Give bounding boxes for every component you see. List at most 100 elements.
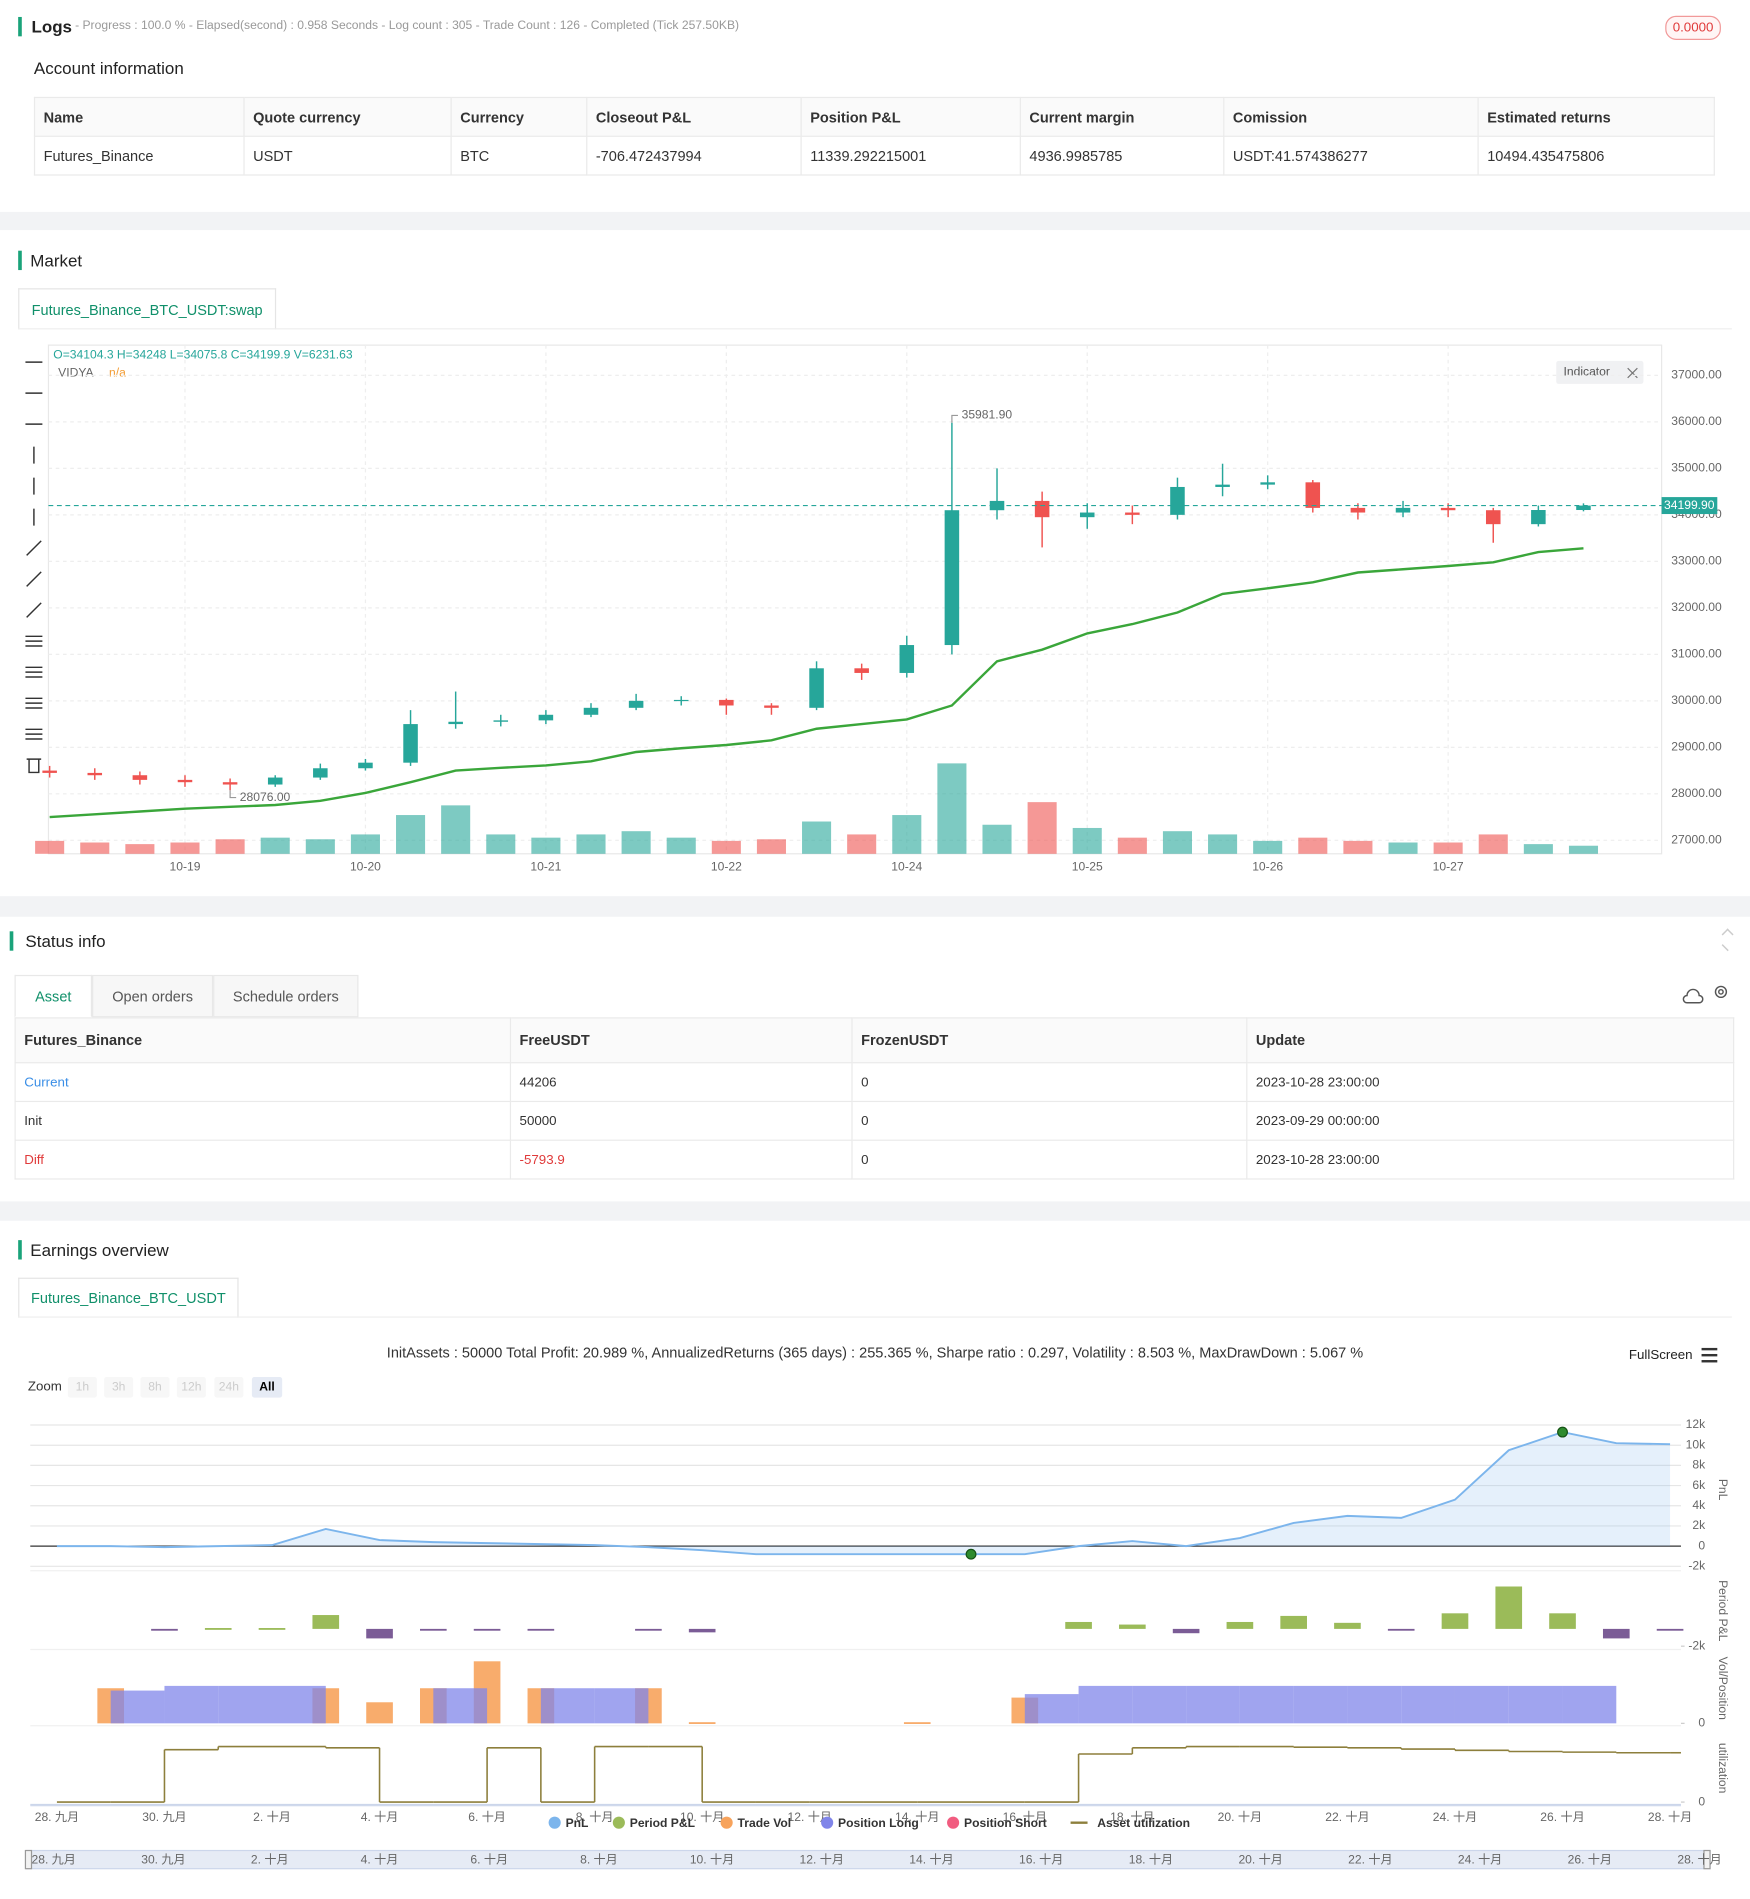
bar xyxy=(903,1722,931,1724)
area-fill xyxy=(56,1432,1671,1555)
navigator-label: 26. 十月 xyxy=(1568,1852,1612,1866)
tool-icon[interactable] xyxy=(25,728,43,740)
y-tick-label: 8k xyxy=(1692,1458,1706,1472)
table-cell: 2023-09-29 00:00:00 xyxy=(1246,1100,1735,1141)
tab-line xyxy=(18,1316,1732,1318)
volume-bar xyxy=(1343,840,1373,854)
tool-icon[interactable] xyxy=(26,540,42,556)
x-tick-label: 10-20 xyxy=(350,859,381,873)
bar xyxy=(1065,1621,1092,1629)
axis-title: Period P&L xyxy=(1716,1580,1730,1642)
zoom-button[interactable]: 1h xyxy=(67,1376,97,1398)
legend-label[interactable]: Period P&L xyxy=(630,1816,696,1830)
bar xyxy=(1387,1628,1415,1631)
axis-title: PnL xyxy=(1716,1479,1730,1501)
menu-icon[interactable] xyxy=(1701,1347,1718,1363)
candle-body xyxy=(628,700,644,708)
x-tick-label: 10-26 xyxy=(1252,859,1283,873)
table-cell: -706.472437994 xyxy=(586,135,802,176)
bar xyxy=(258,1628,286,1630)
legend-label[interactable]: Position Short xyxy=(964,1816,1047,1830)
tool-icon[interactable] xyxy=(25,635,43,647)
position-block xyxy=(1347,1685,1402,1724)
position-block xyxy=(164,1685,219,1724)
candle-body xyxy=(1305,482,1321,508)
candle-body xyxy=(1440,507,1456,511)
tool-icon[interactable] xyxy=(26,758,42,774)
navigator-label: 2. 十月 xyxy=(251,1852,289,1866)
y-tick-label: 31000.00 xyxy=(1671,647,1722,661)
tab[interactable]: Open orders xyxy=(92,974,214,1018)
zoom-button[interactable]: 8h xyxy=(140,1376,170,1398)
log-status: - Progress : 100.0 % - Elapsed(second) :… xyxy=(75,19,740,33)
table-cell: 0 xyxy=(851,1139,1248,1180)
bar xyxy=(1602,1628,1630,1639)
summary: InitAssets : 50000 Total Profit: 20.989 … xyxy=(386,1344,1364,1362)
position-block xyxy=(1078,1685,1133,1724)
column-header: Position P&L xyxy=(800,96,1021,137)
volume-bar xyxy=(441,805,471,854)
section-title: Status info xyxy=(25,931,106,951)
volume-bar xyxy=(1568,845,1599,854)
candle-body xyxy=(1531,510,1546,525)
y-tick-label: 6k xyxy=(1692,1478,1706,1492)
bar xyxy=(688,1628,716,1633)
legend-label[interactable]: Asset utilization xyxy=(1097,1816,1190,1830)
bar xyxy=(312,1615,340,1629)
volume-bar xyxy=(1388,842,1418,854)
position-block xyxy=(1132,1685,1187,1724)
tab-line xyxy=(18,328,1732,330)
bar xyxy=(1172,1628,1200,1634)
column-header: Comission xyxy=(1223,96,1479,137)
account-table: Name Quote currency Currency Closeout P&L Po… xyxy=(33,96,1715,176)
last-price-tag xyxy=(1661,497,1718,515)
table-cell: 0 xyxy=(851,1062,1248,1103)
y-tick-label: 36000.00 xyxy=(1671,414,1722,428)
position-block xyxy=(1508,1685,1563,1724)
navigator-label: 4. 十月 xyxy=(361,1852,399,1866)
volume-bar xyxy=(1523,844,1553,854)
zoom-button[interactable]: 3h xyxy=(104,1376,134,1398)
extreme-marker xyxy=(965,1548,977,1560)
expand-icon[interactable] xyxy=(1627,367,1638,379)
column-header: Closeout P&L xyxy=(586,96,802,137)
tool-icon[interactable] xyxy=(26,571,42,587)
legend-label[interactable]: Trade Vol xyxy=(738,1816,792,1830)
zoom-button[interactable]: 12h xyxy=(176,1376,206,1398)
candle-body xyxy=(1170,486,1185,515)
legend-label[interactable]: PnL xyxy=(566,1816,589,1830)
navigator-label: 8. 十月 xyxy=(580,1852,618,1866)
column-header: Update xyxy=(1246,1017,1735,1064)
tab[interactable]: Asset xyxy=(14,974,93,1018)
tab[interactable]: Schedule orders xyxy=(213,974,359,1018)
tool-icon[interactable] xyxy=(25,666,43,678)
candle-body xyxy=(1395,507,1411,513)
position-block xyxy=(218,1685,273,1724)
candle-body xyxy=(1215,484,1230,487)
y-tick-label: 30000.00 xyxy=(1671,693,1722,707)
indicator-name: VIDYA xyxy=(58,366,94,381)
fullscreen-button[interactable]: FullScreen xyxy=(1628,1347,1693,1363)
position-block xyxy=(1562,1685,1617,1724)
tab[interactable]: Futures_Binance_BTC_USDT:swap xyxy=(18,288,277,330)
navigator-handle xyxy=(24,1849,33,1870)
y-tick-label: 4k xyxy=(1692,1498,1706,1512)
candle-body xyxy=(899,645,915,673)
y-tick-label: -2k xyxy=(1688,1638,1706,1652)
x-tick-label: 26. 十月 xyxy=(1540,1810,1584,1824)
status-icons[interactable] xyxy=(1682,928,1734,1004)
zoom-button[interactable]: 24h xyxy=(214,1376,244,1398)
navigator-label: 16. 十月 xyxy=(1019,1852,1063,1866)
tool-icon[interactable] xyxy=(26,602,42,618)
tab[interactable]: Futures_Binance_BTC_USDT xyxy=(18,1277,239,1318)
tool-icon[interactable] xyxy=(25,697,43,709)
position-block xyxy=(1454,1685,1509,1724)
x-tick-label: 10-24 xyxy=(891,859,922,873)
navigator-label: 28. 九月 xyxy=(31,1852,75,1866)
candle-body xyxy=(538,714,554,721)
zoom-button[interactable]: All xyxy=(251,1376,283,1398)
bar xyxy=(1495,1586,1523,1629)
legend-label[interactable]: Position Long xyxy=(838,1816,919,1830)
annotation-label: 28076.00 xyxy=(240,790,291,804)
